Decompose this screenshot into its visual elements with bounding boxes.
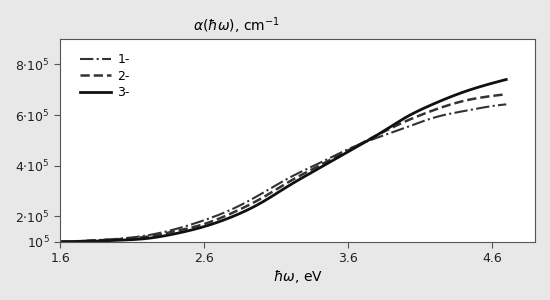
Legend: 1-, 2-, 3-: 1-, 2-, 3-	[76, 49, 133, 103]
X-axis label: $\hbar\omega$, eV: $\hbar\omega$, eV	[273, 268, 323, 285]
Text: $\alpha(\hbar\omega)$, cm$^{-1}$: $\alpha(\hbar\omega)$, cm$^{-1}$	[193, 15, 280, 36]
